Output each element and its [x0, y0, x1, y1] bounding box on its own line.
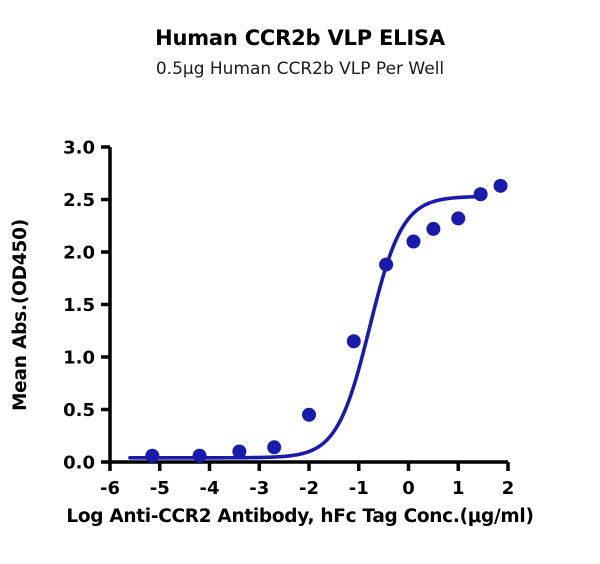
x-tick-label: -2: [299, 478, 319, 499]
x-tick-label: -6: [100, 478, 120, 499]
data-point: [451, 211, 466, 226]
data-point: [406, 234, 421, 249]
data-point: [493, 178, 508, 193]
data-point: [232, 444, 247, 459]
y-tick-label: 2.0: [63, 243, 95, 264]
data-point: [346, 334, 361, 349]
x-tick-label: 1: [452, 478, 465, 499]
chart-title: Human CCR2b VLP ELISA: [155, 26, 445, 50]
data-point: [192, 448, 207, 463]
x-tick-label: 0: [402, 478, 415, 499]
y-tick-label: 0.5: [63, 400, 95, 421]
x-tick-label: -1: [349, 478, 369, 499]
data-point: [267, 440, 282, 455]
x-tick-label: -4: [200, 478, 220, 499]
y-tick-label: 0.0: [63, 453, 95, 474]
data-point: [145, 448, 160, 463]
chart-subtitle: 0.5μg Human CCR2b VLP Per Well: [155, 59, 445, 79]
y-tick-label: 1.5: [63, 295, 95, 316]
data-point-markers: [145, 178, 508, 463]
x-tick-label: 2: [502, 478, 515, 499]
x-axis-ticks: -6 -5 -4 -3 -2 -1 0 1 2: [100, 462, 514, 499]
data-point: [302, 407, 316, 422]
data-point: [473, 187, 488, 202]
data-point: [379, 257, 394, 272]
x-axis-label: Log Anti-CCR2 Antibody, hFc Tag Conc.(μg…: [66, 506, 534, 527]
y-axis-ticks: 0.0 0.5 1.0 1.5 2.0 2.5 3.0: [63, 138, 110, 474]
y-tick-label: 1.0: [63, 348, 95, 369]
data-point: [426, 221, 441, 236]
fit-curve: [128, 194, 483, 460]
y-tick-label: 2.5: [63, 190, 95, 211]
x-tick-label: -5: [150, 478, 170, 499]
y-tick-label: 3.0: [63, 138, 95, 159]
x-tick-label: -3: [249, 478, 269, 499]
